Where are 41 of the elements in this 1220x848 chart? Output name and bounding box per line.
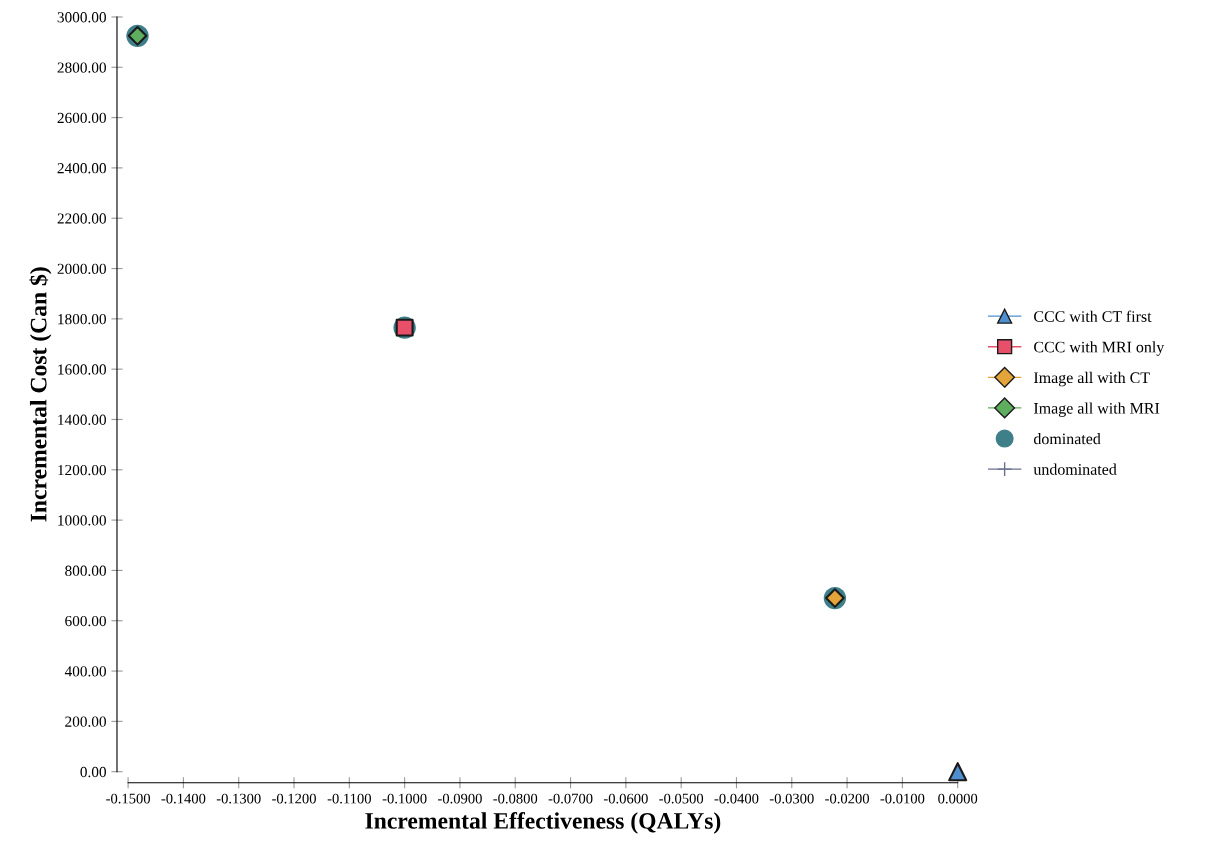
y-tick-label: 3000.00 <box>57 12 106 23</box>
legend-label: Image all with CT <box>1033 371 1150 387</box>
legend-label: CCC with CT first <box>1034 310 1152 322</box>
x-tick-label: -0.1300 <box>216 793 261 804</box>
y-tick-label: 600.00 <box>65 615 106 627</box>
legend-label: CCC with MRI only <box>1034 341 1165 356</box>
y-tick-label: 1200.00 <box>58 464 106 476</box>
x-tick-label: -0.0100 <box>880 793 925 804</box>
y-tick-label: 2000.00 <box>57 263 106 275</box>
y-tick-label: 400.00 <box>64 666 106 677</box>
y-axis-title: Incremental Cost (Can $) <box>29 267 52 522</box>
x-tick-label: -0.1500 <box>106 793 151 804</box>
x-tick-label: -0.0700 <box>548 793 593 804</box>
x-tick-label: -0.0400 <box>714 793 759 804</box>
x-tick-label: -0.1000 <box>382 793 427 804</box>
x-tick-label: 0.0000 <box>938 793 978 804</box>
x-tick-label: -0.0300 <box>769 793 814 804</box>
x-tick-label: -0.0800 <box>493 793 538 804</box>
x-tick-label: -0.0200 <box>825 793 870 804</box>
x-tick-label: -0.0600 <box>603 793 648 804</box>
y-tick-label: 2800.00 <box>57 62 106 73</box>
y-tick-label: 800.00 <box>65 565 106 576</box>
y-tick-label: 0.00 <box>80 766 106 778</box>
x-axis-title: Incremental Effectiveness (QALYs) <box>365 811 721 834</box>
y-tick-label: 1400.00 <box>58 414 106 425</box>
legend-label: undominated <box>1033 463 1117 475</box>
y-tick-label: 2400.00 <box>57 163 106 174</box>
legend-label: Image all with MRI <box>1033 402 1160 417</box>
y-tick-label: 200.00 <box>65 716 106 727</box>
legend-label: dominated <box>1033 433 1101 445</box>
y-tick-label: 2200.00 <box>57 213 106 224</box>
x-tick-label: -0.1100 <box>327 793 371 804</box>
x-tick-label: -0.0500 <box>659 793 704 804</box>
x-tick-label: -0.1200 <box>272 793 316 804</box>
y-tick-label: 1000.00 <box>58 515 106 526</box>
y-tick-label: 1800.00 <box>58 313 106 325</box>
x-tick-label: -0.1400 <box>161 793 206 804</box>
y-tick-label: 2600.00 <box>57 112 106 124</box>
point <box>948 762 968 782</box>
x-tick-label: -0.0900 <box>438 793 482 804</box>
y-tick-label: 1600.00 <box>58 364 106 375</box>
